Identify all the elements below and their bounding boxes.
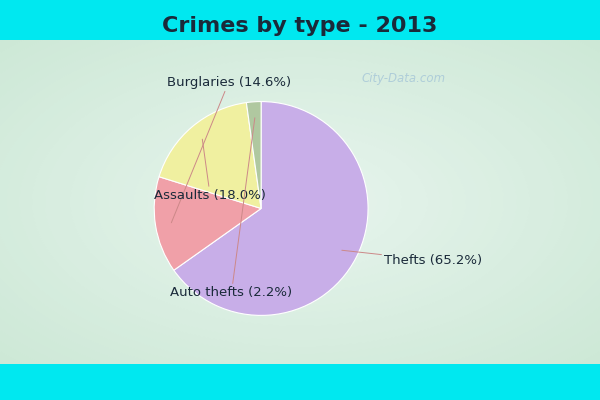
Circle shape (198, 147, 402, 257)
Text: City-Data.com: City-Data.com (362, 72, 446, 85)
Circle shape (96, 92, 504, 312)
Circle shape (262, 181, 338, 223)
Text: Auto thefts (2.2%): Auto thefts (2.2%) (170, 118, 293, 299)
Circle shape (275, 188, 325, 216)
Circle shape (0, 37, 600, 367)
Circle shape (121, 106, 479, 298)
Circle shape (45, 64, 555, 340)
Circle shape (287, 195, 313, 209)
Text: Thefts (65.2%): Thefts (65.2%) (342, 250, 482, 267)
Circle shape (211, 154, 389, 250)
Circle shape (160, 126, 440, 278)
Wedge shape (174, 102, 368, 315)
Circle shape (0, 30, 600, 374)
Text: Crimes by type - 2013: Crimes by type - 2013 (163, 16, 437, 36)
Circle shape (236, 168, 364, 236)
Circle shape (19, 50, 581, 354)
Wedge shape (154, 177, 261, 270)
Circle shape (134, 112, 466, 292)
Circle shape (7, 44, 593, 360)
Circle shape (0, 23, 600, 381)
Circle shape (185, 140, 415, 264)
Circle shape (83, 85, 517, 319)
Circle shape (71, 78, 530, 326)
Circle shape (147, 119, 453, 285)
Circle shape (0, 16, 600, 388)
Wedge shape (247, 102, 261, 208)
Text: Assaults (18.0%): Assaults (18.0%) (154, 139, 266, 202)
Circle shape (0, 9, 600, 395)
Wedge shape (159, 102, 261, 208)
Text: Burglaries (14.6%): Burglaries (14.6%) (167, 76, 291, 223)
Circle shape (173, 133, 427, 271)
Circle shape (249, 174, 351, 230)
Circle shape (32, 58, 568, 346)
Circle shape (109, 99, 491, 305)
Circle shape (58, 71, 542, 333)
Circle shape (223, 161, 377, 243)
